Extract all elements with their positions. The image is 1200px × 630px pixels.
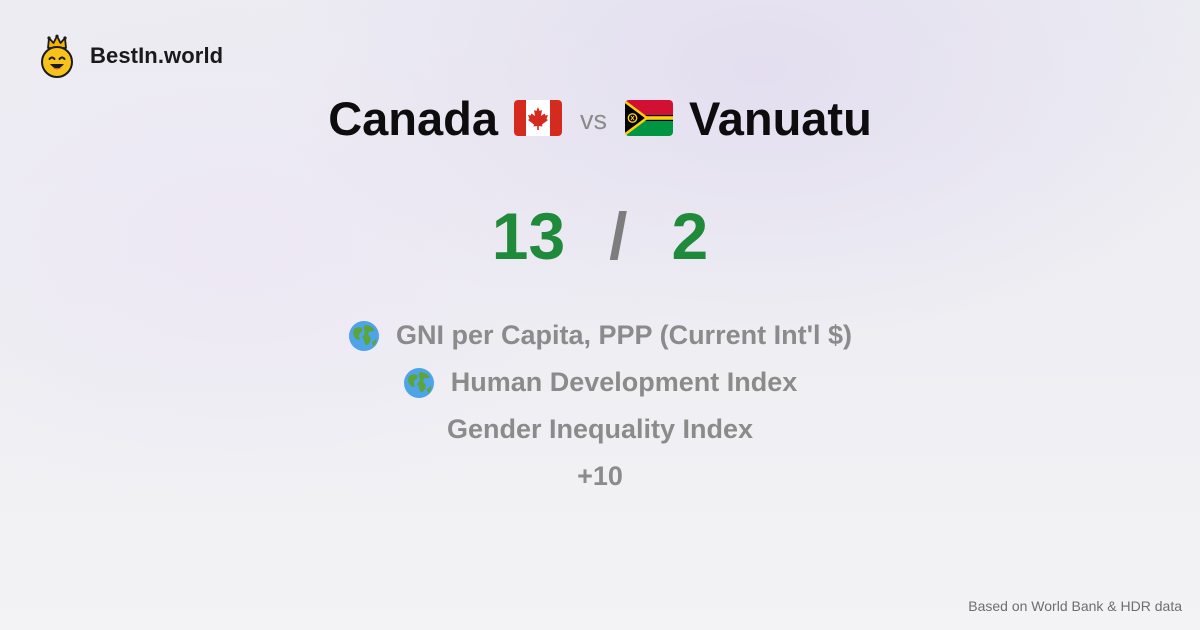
metric-label: GNI per Capita, PPP (Current Int'l $)	[396, 320, 852, 350]
canada-flag-icon	[513, 100, 562, 136]
comparison-title: Canada vs Vanuatu	[0, 88, 1200, 148]
vanuatu-flag-icon	[624, 100, 673, 136]
metrics-list: GNI per Capita, PPP (Current Int'l $) Hu…	[0, 312, 1200, 500]
left-country-name: Canada	[328, 91, 498, 145]
metric-label: Human Development Index	[450, 367, 798, 397]
right-score: 2	[671, 199, 709, 273]
left-score: 13	[491, 199, 566, 273]
data-source-note: Based on World Bank & HDR data	[968, 598, 1182, 614]
brand-name: BestIn.world	[90, 43, 224, 68]
globe-icon	[403, 367, 434, 398]
brand[interactable]: BestIn.world	[38, 34, 223, 78]
globe-icon	[349, 320, 379, 351]
vs-label: vs	[579, 104, 607, 135]
metric-item: Gender Inequality Index	[447, 406, 753, 453]
score-display: 13 / 2	[0, 196, 1200, 276]
score-separator: /	[609, 199, 628, 273]
metric-label: Gender Inequality Index	[446, 414, 754, 444]
crowned-smiley-icon	[41, 34, 73, 78]
more-metrics-count: +10	[577, 461, 623, 491]
right-country-name: Vanuatu	[688, 91, 872, 145]
metric-item: Human Development Index	[403, 359, 798, 406]
metric-item: GNI per Capita, PPP (Current Int'l $)	[348, 312, 852, 359]
